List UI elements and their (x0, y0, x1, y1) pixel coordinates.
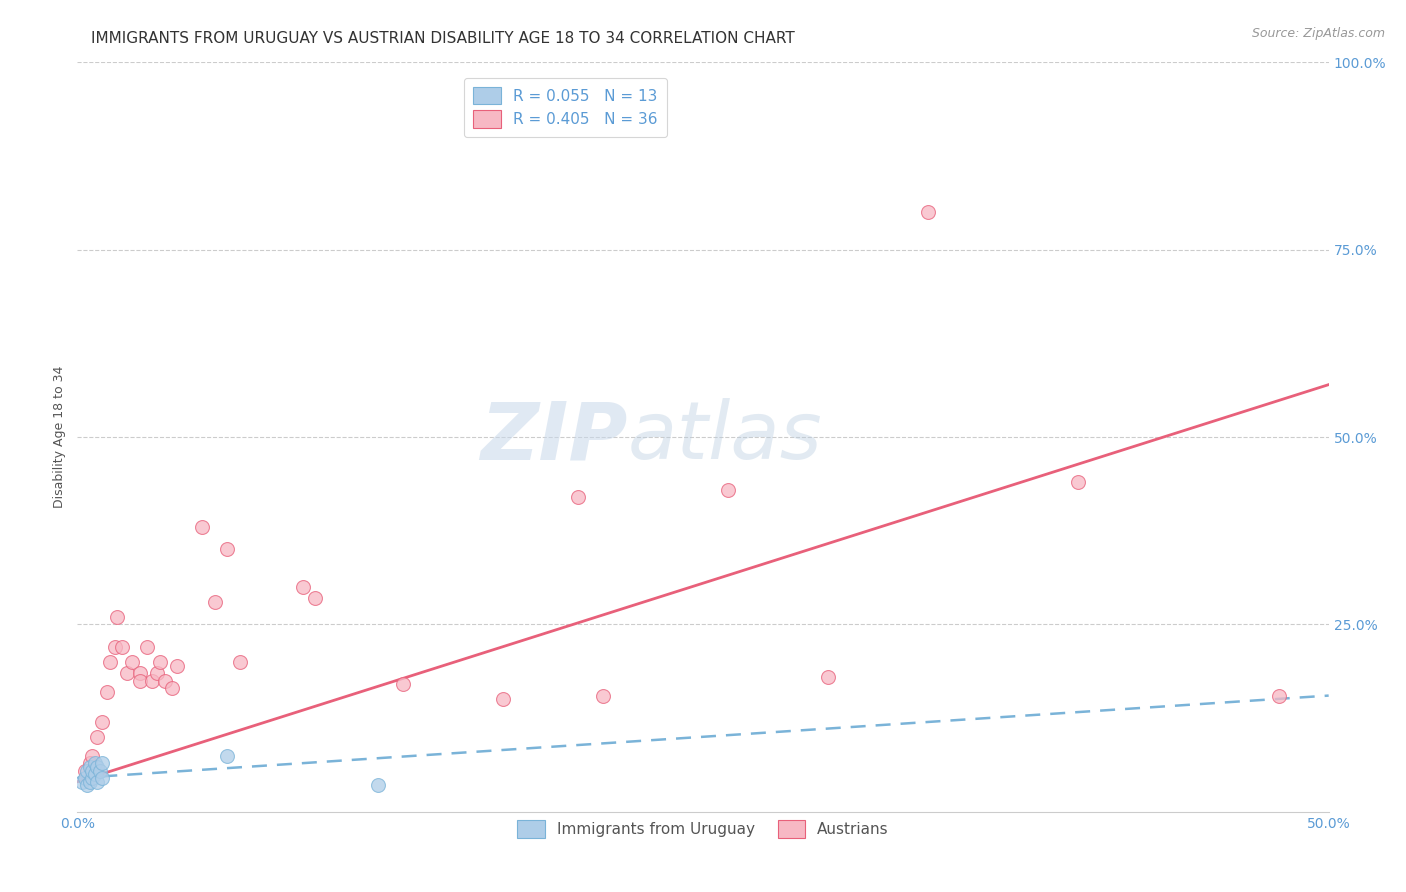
Point (567, 490, 589, 504)
Point (83, 767, 105, 781)
Point (917, 205, 939, 219)
Point (1067, 475, 1090, 489)
Point (217, 748, 239, 763)
Point (82, 764, 104, 778)
Point (79, 774, 101, 789)
Point (121, 655, 143, 669)
Point (391, 677, 413, 691)
Point (105, 610, 128, 624)
Point (86, 760, 108, 774)
Point (86, 774, 108, 789)
Point (76, 764, 98, 778)
Point (73, 764, 96, 778)
Point (817, 670, 839, 684)
Legend: Immigrants from Uruguay, Austrians: Immigrants from Uruguay, Austrians (509, 813, 897, 846)
Point (82, 771, 104, 785)
Point (141, 673, 163, 688)
Point (79, 760, 101, 774)
Point (83, 756, 105, 770)
Point (104, 640, 127, 654)
Text: Source: ZipAtlas.com: Source: ZipAtlas.com (1251, 27, 1385, 40)
Point (191, 520, 214, 534)
Y-axis label: Disability Age 18 to 34: Disability Age 18 to 34 (53, 366, 66, 508)
Point (79, 756, 101, 770)
Point (229, 655, 252, 669)
Point (162, 681, 184, 695)
Point (217, 542, 239, 557)
Point (91, 771, 114, 785)
Point (129, 673, 152, 688)
Point (96, 685, 118, 699)
Point (146, 666, 169, 681)
Point (166, 658, 188, 673)
Point (149, 655, 172, 669)
Point (204, 595, 226, 609)
Text: IMMIGRANTS FROM URUGUAY VS AUSTRIAN DISABILITY AGE 18 TO 34 CORRELATION CHART: IMMIGRANTS FROM URUGUAY VS AUSTRIAN DISA… (91, 31, 796, 46)
Point (304, 591, 326, 606)
Point (1267, 689, 1289, 703)
Point (117, 666, 139, 681)
Point (111, 640, 134, 654)
Point (91, 756, 114, 770)
Text: ZIP: ZIP (481, 398, 628, 476)
Point (717, 483, 740, 497)
Text: atlas: atlas (628, 398, 823, 476)
Point (76, 779, 98, 793)
Point (367, 779, 389, 793)
Point (153, 673, 176, 688)
Point (291, 580, 314, 594)
Point (82, 748, 104, 763)
Point (98, 655, 121, 669)
Point (136, 640, 159, 654)
Point (91, 714, 114, 729)
Point (86, 730, 108, 744)
Point (73, 771, 96, 785)
Point (592, 689, 614, 703)
Point (72, 774, 94, 789)
Point (129, 666, 152, 681)
Point (492, 692, 515, 706)
Point (89, 764, 111, 778)
